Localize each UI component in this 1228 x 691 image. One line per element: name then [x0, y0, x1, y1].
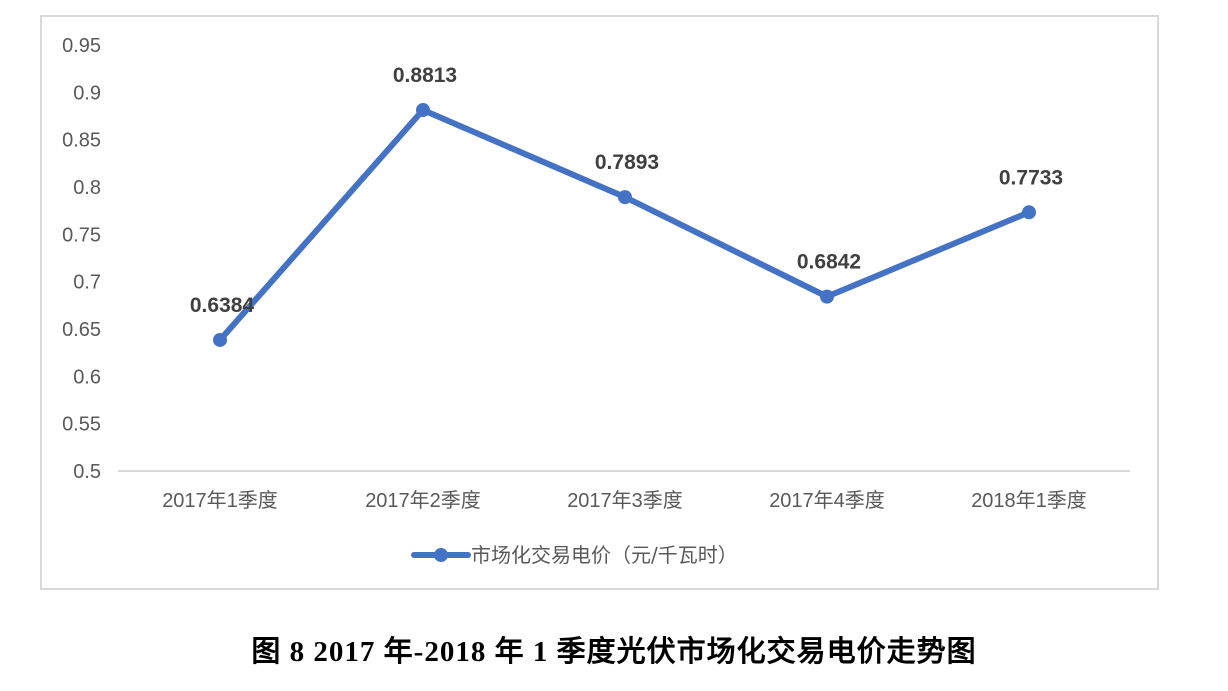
data-point: [416, 103, 430, 118]
y-tick-label: 0.8: [73, 177, 101, 199]
data-label: 0.6384: [190, 294, 255, 317]
legend-label: 市场化交易电价（元/千瓦时）: [471, 543, 738, 567]
y-tick-label: 0.6: [73, 366, 101, 388]
legend-marker: [434, 548, 448, 562]
x-tick-label: 2017年3季度: [567, 489, 683, 512]
data-point: [213, 332, 227, 347]
line-chart: 0.5 0.55 0.6 0.65 0.7 0.75 0.8 0.85 0.9 0.95 2017年…: [62, 35, 1130, 567]
data-label: 0.8813: [393, 64, 457, 87]
y-tick-label: 0.7: [73, 272, 101, 294]
x-tick-label: 2018年1季度: [971, 489, 1087, 512]
data-label: 0.7733: [999, 166, 1063, 189]
data-point: [820, 289, 834, 304]
y-tick-label: 0.75: [62, 224, 101, 246]
data-label: 0.7893: [595, 151, 659, 174]
data-point: [618, 190, 632, 205]
x-tick-label: 2017年1季度: [162, 489, 278, 512]
data-point: [1022, 205, 1036, 220]
y-tick-label: 0.9: [73, 82, 101, 104]
y-tick-label: 0.85: [62, 130, 101, 152]
data-label: 0.6842: [797, 251, 861, 274]
y-tick-label: 0.65: [62, 319, 101, 341]
y-tick-label: 0.95: [62, 35, 101, 57]
x-tick-label: 2017年2季度: [365, 489, 481, 512]
x-tick-label: 2017年4季度: [769, 489, 885, 512]
chart-frame: [40, 15, 1159, 590]
series-line: [217, 107, 1031, 342]
figure-caption: 图 8 2017 年-2018 年 1 季度光伏市场化交易电价走势图: [251, 636, 977, 668]
y-tick-label: 0.55: [62, 414, 101, 436]
y-tick-label: 0.5: [73, 461, 101, 483]
